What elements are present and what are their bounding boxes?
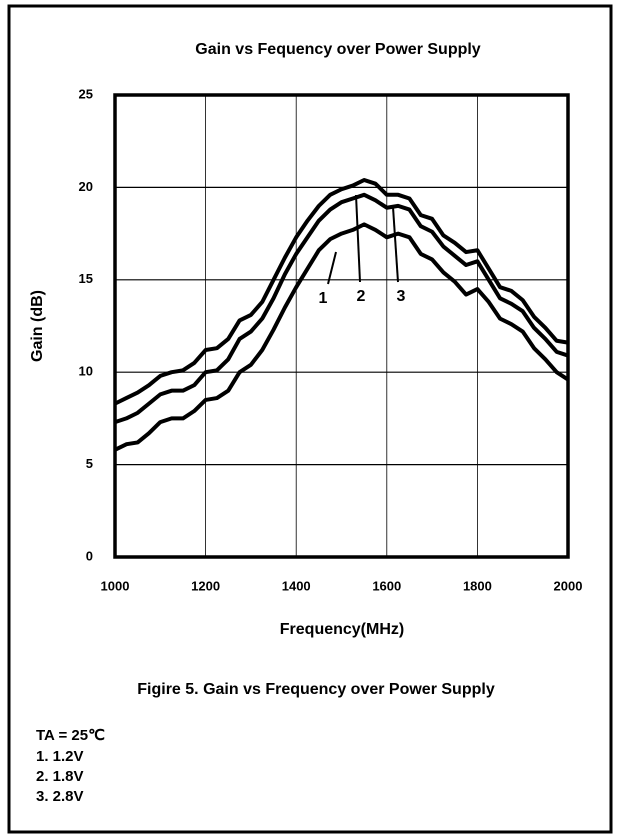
leader-line [392,206,399,283]
x-tick-label: 1200 [191,578,220,593]
x-tick-label: 1600 [372,578,401,593]
y-tick-label: 5 [86,456,93,471]
note: 3. 2.8V [36,788,84,805]
caption: Figire 5. Gain vs Frequency over Power S… [137,681,495,698]
leaders [327,194,399,285]
x-tick-label: 2000 [554,578,583,593]
y-tick-label: 25 [79,86,93,101]
leader-line [327,251,337,285]
x-tick-label: 1800 [463,578,492,593]
frame [7,4,613,834]
curve-label: 1 [319,290,328,307]
note: 1. 1.2V [36,748,84,765]
y-tick-label: 0 [86,548,93,563]
leader-line [355,194,361,283]
series-line [114,178,569,406]
curve-label: 3 [397,288,406,305]
note: TA = 25℃ [36,727,105,744]
y-tick-label: 10 [79,364,93,379]
chart-title: Gain vs Fequency over Power Supply [195,41,481,58]
curve-label: 2 [357,288,366,305]
series-line [114,222,570,452]
note: 2. 1.8V [36,768,84,785]
y-tick-label: 20 [79,179,93,194]
y-tick-label: 15 [79,271,93,286]
x-tick-label: 1400 [282,578,311,593]
series-line [114,192,569,425]
plot-frame [113,93,570,559]
y-axis-label: Gain (dB) [29,290,46,362]
x-tick-label: 1000 [101,578,130,593]
x-axis-label: Frequency(MHz) [280,621,404,638]
